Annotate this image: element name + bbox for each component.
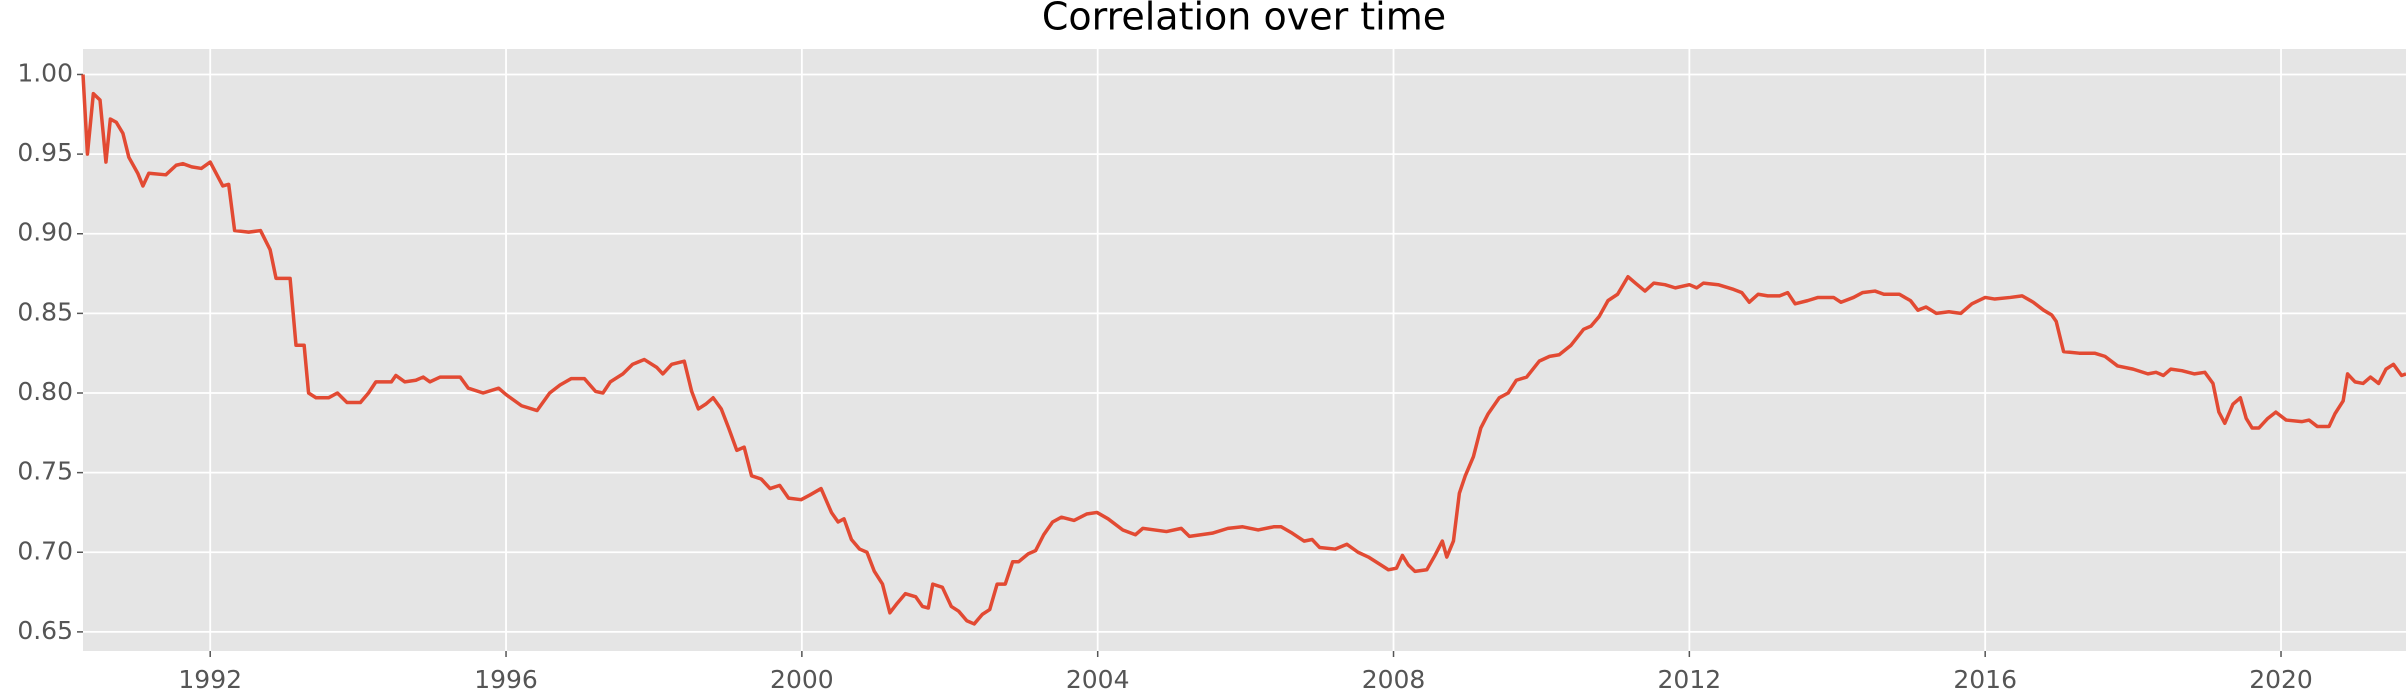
y-tick-label: 0.85: [17, 297, 73, 326]
x-tick-label: 2000: [770, 665, 834, 694]
y-tick-label: 0.75: [17, 457, 73, 486]
x-tick-label: 2004: [1066, 665, 1130, 694]
x-tick-label: 2008: [1362, 665, 1426, 694]
y-tick-label: 0.95: [17, 138, 73, 167]
data-line: [81, 74, 2406, 626]
y-tick-label: 0.80: [17, 377, 73, 406]
x-tick-label: 2020: [2249, 665, 2313, 694]
chart-title: Correlation over time: [1042, 0, 1446, 39]
y-tick-label: 0.65: [17, 616, 73, 645]
plot-area: [83, 49, 2406, 651]
x-tick-label: 2016: [1953, 665, 2017, 694]
x-tick-label: 2012: [1658, 665, 1722, 694]
y-tick-label: 0.70: [17, 536, 73, 565]
x-tick-label: 1996: [474, 665, 538, 694]
y-tick-label: 0.90: [17, 218, 73, 247]
y-tick-label: 1.00: [17, 58, 73, 87]
x-tick-label: 1992: [178, 665, 242, 694]
